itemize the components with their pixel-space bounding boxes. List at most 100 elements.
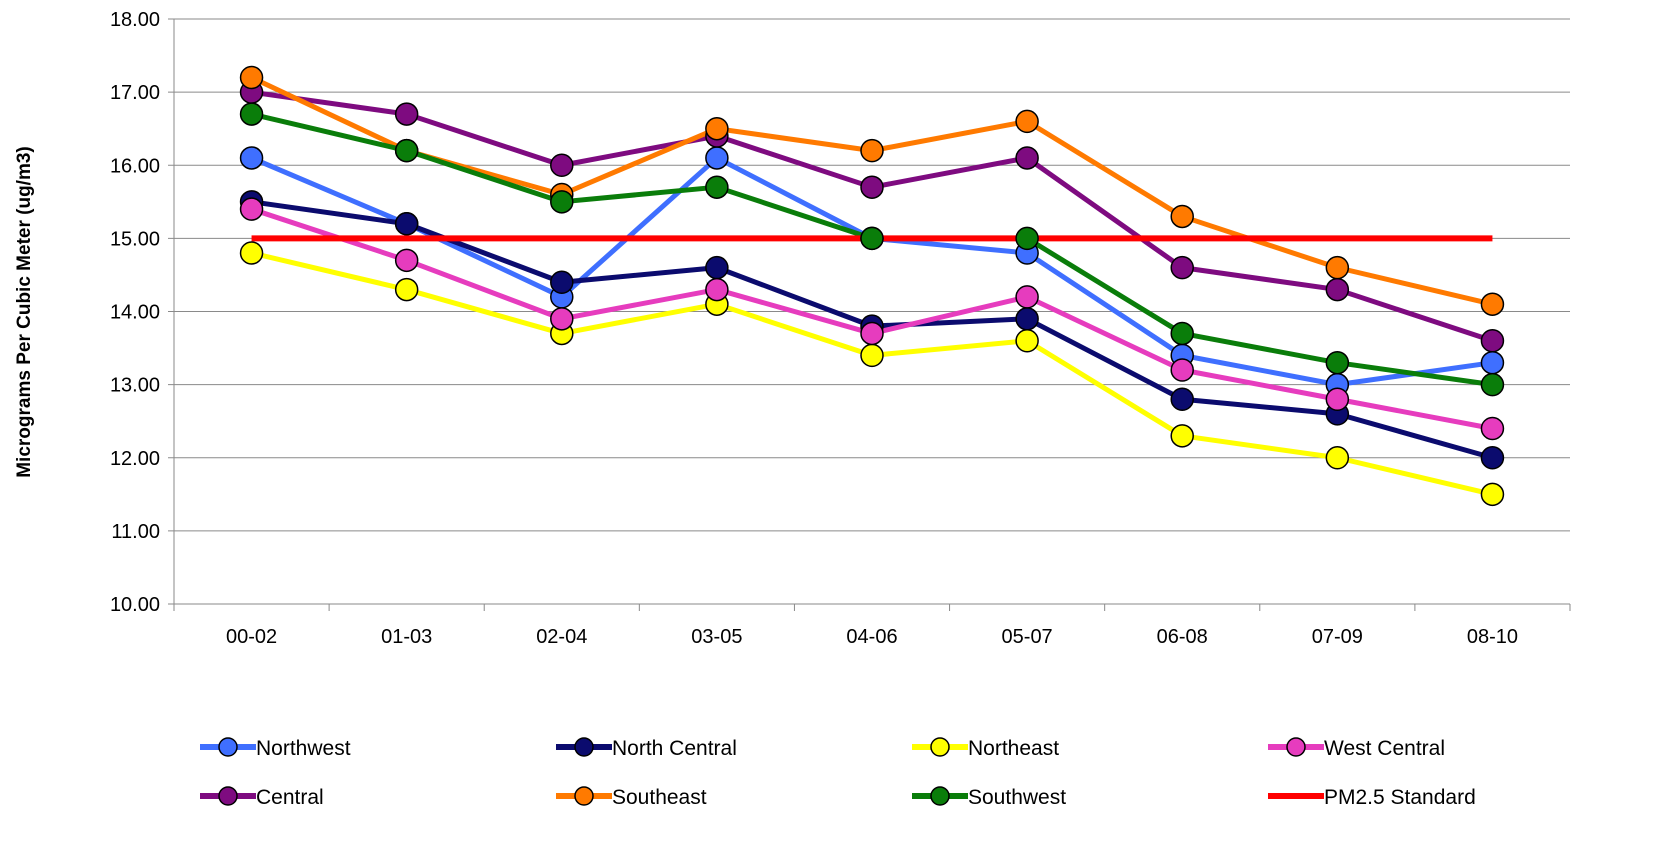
data-point bbox=[860, 138, 884, 163]
data-point bbox=[1325, 350, 1350, 375]
legend-label: North Central bbox=[612, 737, 737, 760]
legend-label: Southeast bbox=[612, 786, 707, 809]
y-axis-ticks: 10.00 11.00 12.00 13.00 14.00 15.00 16.00 17.00… bbox=[110, 9, 174, 616]
data-point bbox=[394, 212, 419, 236]
legend-item: PM2.5 Standard bbox=[1268, 786, 1476, 809]
data-point bbox=[1015, 226, 1039, 251]
data-point bbox=[705, 116, 729, 141]
data-point bbox=[705, 175, 729, 199]
legend-item: West Central bbox=[1268, 737, 1445, 760]
legend-label: PM2.5 Standard bbox=[1324, 786, 1476, 809]
data-point bbox=[1325, 255, 1350, 280]
data-point bbox=[860, 321, 884, 346]
data-point bbox=[705, 146, 729, 170]
data-point bbox=[860, 226, 884, 251]
data-point bbox=[239, 146, 264, 170]
legend-label: Southwest bbox=[968, 786, 1066, 809]
x-tick-label: 03-05 bbox=[691, 626, 742, 648]
data-point bbox=[239, 241, 264, 265]
y-tick-label: 11.00 bbox=[111, 521, 160, 543]
data-point bbox=[1015, 146, 1039, 170]
series-line bbox=[251, 89, 1494, 344]
data-point bbox=[1325, 277, 1350, 302]
series-group bbox=[239, 65, 1505, 507]
legend-marker bbox=[574, 737, 594, 757]
y-tick-label: 16.00 bbox=[110, 155, 160, 177]
data-point bbox=[705, 255, 729, 280]
data-point bbox=[1170, 387, 1194, 411]
data-point bbox=[1170, 255, 1194, 280]
x-tick-label: 06-08 bbox=[1157, 626, 1208, 648]
legend-item: Southwest bbox=[912, 786, 1066, 809]
data-point bbox=[860, 343, 884, 368]
data-point bbox=[1015, 329, 1039, 353]
data-point bbox=[1480, 416, 1505, 441]
data-point bbox=[239, 197, 264, 221]
data-point bbox=[394, 138, 419, 163]
x-tick-label: 01-03 bbox=[381, 626, 432, 648]
data-point bbox=[394, 248, 419, 273]
legend-item: Northwest bbox=[200, 737, 351, 760]
series-markers bbox=[239, 197, 1505, 441]
legend-label: West Central bbox=[1324, 737, 1445, 760]
x-tick-label: 08-10 bbox=[1467, 626, 1518, 648]
legend-item: North Central bbox=[556, 737, 737, 760]
data-point bbox=[1015, 109, 1039, 134]
data-point bbox=[1480, 292, 1505, 316]
data-point bbox=[550, 190, 574, 214]
data-point bbox=[1325, 387, 1350, 411]
legend-marker bbox=[218, 786, 238, 806]
data-point bbox=[1170, 204, 1194, 229]
y-tick-label: 15.00 bbox=[110, 228, 160, 250]
legend-marker bbox=[218, 737, 238, 757]
y-tick-label: 10.00 bbox=[110, 594, 160, 616]
legend-label: Central bbox=[256, 786, 324, 809]
data-point bbox=[239, 65, 264, 90]
data-point bbox=[1480, 350, 1505, 375]
legend-label: Northwest bbox=[256, 737, 351, 760]
data-point bbox=[550, 307, 574, 331]
data-point bbox=[1015, 285, 1039, 309]
x-axis-ticks: 00-02 01-03 02-04 03-05 04-06 05-07 06-08 07-09… bbox=[173, 604, 1571, 648]
data-point bbox=[239, 102, 264, 126]
legend-marker bbox=[930, 737, 950, 757]
y-axis-label: Micrograms Per Cubic Meter (ug/m3) bbox=[14, 146, 35, 478]
y-tick-label: 18.00 bbox=[110, 9, 160, 31]
legend-item: Central bbox=[200, 786, 324, 809]
series-markers bbox=[239, 102, 1505, 397]
legend-item: Northeast bbox=[912, 737, 1059, 760]
x-tick-label: 05-07 bbox=[1002, 626, 1053, 648]
data-point bbox=[705, 277, 729, 302]
data-point bbox=[1170, 358, 1194, 382]
y-tick-label: 17.00 bbox=[110, 82, 160, 104]
legend-label: Northeast bbox=[968, 737, 1059, 760]
data-point bbox=[1015, 307, 1039, 331]
y-tick-label: 13.00 bbox=[110, 375, 160, 397]
data-point bbox=[1480, 329, 1505, 353]
y-tick-label: 14.00 bbox=[110, 302, 160, 324]
data-point bbox=[1170, 321, 1194, 346]
data-point bbox=[550, 270, 574, 294]
data-point bbox=[1170, 424, 1194, 448]
legend-marker bbox=[1286, 737, 1306, 757]
y-tick-label: 12.00 bbox=[110, 448, 160, 470]
x-tick-label: 04-06 bbox=[846, 626, 897, 648]
series-markers bbox=[239, 241, 1505, 507]
data-point bbox=[1325, 446, 1350, 470]
x-tick-label: 00-02 bbox=[226, 626, 277, 648]
data-point bbox=[1480, 482, 1505, 507]
series-central bbox=[251, 89, 1494, 344]
x-tick-label: 02-04 bbox=[536, 626, 587, 648]
data-point bbox=[394, 277, 419, 302]
legend-marker bbox=[930, 786, 950, 806]
x-tick-label: 07-09 bbox=[1312, 626, 1363, 648]
data-point bbox=[1480, 446, 1505, 470]
data-point bbox=[394, 102, 419, 126]
legend-marker bbox=[574, 786, 594, 806]
data-point bbox=[860, 175, 884, 199]
legend-item: Southeast bbox=[556, 786, 707, 809]
data-point bbox=[550, 153, 574, 177]
data-point bbox=[1480, 372, 1505, 397]
legend: Northwest North Central Northeast West Cent… bbox=[200, 737, 1476, 809]
